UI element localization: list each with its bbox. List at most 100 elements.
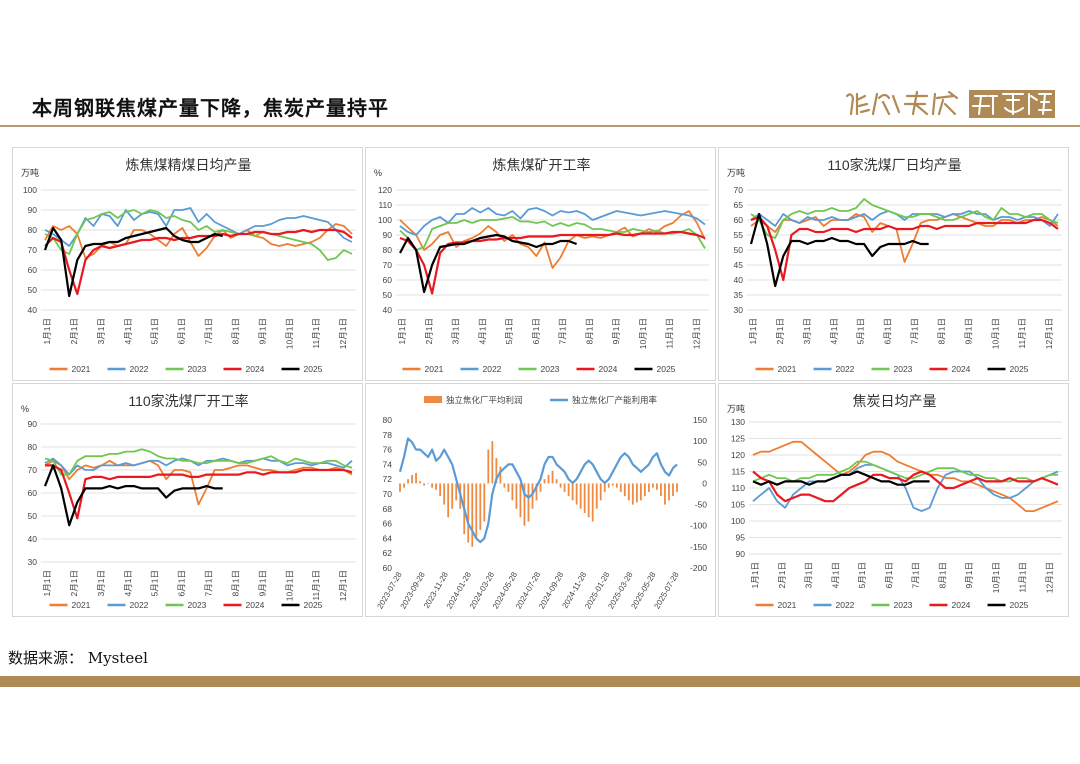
profit-bar — [660, 483, 662, 497]
y-left-tick-label: 62 — [383, 548, 393, 558]
profit-bar — [623, 483, 626, 497]
x-tick-label: 12月1日 — [1044, 318, 1054, 349]
series-line-2021 — [44, 459, 353, 506]
y-tick-label: 70 — [28, 465, 38, 475]
x-tick-label: 4月1日 — [477, 318, 487, 344]
y-left-tick-label: 70 — [383, 489, 393, 499]
profit-bar — [475, 483, 478, 539]
legend-label-2023: 2023 — [894, 364, 913, 374]
chart-panel-2: 炼焦煤矿开工率% 40 50 60 70 80 90 100 110 120 1月1日 2月1日 3月1… — [365, 147, 716, 381]
y-tick-label: 30 — [28, 557, 38, 567]
profit-bar — [503, 483, 506, 488]
y-tick-label: 110 — [731, 483, 745, 493]
x-tick-label: 2月1日 — [69, 570, 79, 596]
legend-label-2022: 2022 — [836, 364, 855, 374]
y-right-tick-label: -200 — [690, 563, 707, 573]
chart-panel-3: 110家洗煤厂日均产量 万吨 30 35 40 45 50 55 60 65 70 1月1日 2月1日 3… — [718, 147, 1069, 381]
y-tick-label: 40 — [383, 305, 393, 315]
x-tick-label: 2月1日 — [69, 318, 79, 344]
profit-bar — [447, 483, 450, 518]
profit-bar — [551, 470, 554, 484]
chart-svg-5: 60 62 64 66 68 70 72 74 76 78 80 -200 -150 -100 -50 0 50… — [375, 395, 708, 610]
profit-bar — [427, 483, 430, 484]
data-source: 数据来源： Mysteel — [8, 649, 148, 667]
series-line-2025 — [43, 464, 223, 527]
x-tick-label: 1月1日 — [748, 318, 758, 344]
y-unit-label: 万吨 — [21, 167, 39, 178]
x-tick-label: 1月1日 — [42, 318, 52, 344]
y-tick-label: 60 — [28, 265, 38, 275]
series-line-2025 — [43, 226, 223, 298]
series-line-2022 — [399, 207, 706, 236]
y-tick-label: 125 — [731, 434, 745, 444]
legend-label-2023: 2023 — [188, 600, 207, 610]
x-tick-label: 5月1日 — [150, 570, 160, 596]
y-left-tick-label: 76 — [383, 445, 393, 455]
y-tick-label: 130 — [731, 417, 745, 427]
series-line-2023 — [44, 448, 353, 476]
profit-bar — [487, 449, 490, 484]
x-tick-label: 9月1日 — [964, 562, 974, 588]
profit-bar — [471, 483, 474, 547]
x-tick-label: 4月1日 — [123, 318, 133, 344]
profit-bar — [439, 483, 442, 497]
profit-bar — [591, 483, 594, 522]
profit-bar — [507, 483, 510, 492]
profit-bar — [419, 481, 421, 484]
x-tick-label: 5月1日 — [504, 318, 514, 344]
x-tick-label: 3月1日 — [804, 562, 814, 588]
x-tick-label: 1月1日 — [750, 562, 760, 588]
profit-bar — [443, 483, 446, 505]
legend-label-2025: 2025 — [304, 364, 323, 374]
profit-bar — [571, 483, 574, 501]
legend-label-utilization: 独立焦化厂产能利用率 — [572, 395, 658, 405]
legend-label-2024: 2024 — [246, 600, 265, 610]
y-left-tick-label: 80 — [383, 415, 393, 425]
x-tick-label: 1月1日 — [397, 318, 407, 344]
y-tick-label: 60 — [383, 275, 393, 285]
legend-label-2023: 2023 — [541, 364, 560, 374]
legend-label-2025: 2025 — [1010, 600, 1029, 610]
legend-label-2021: 2021 — [778, 600, 797, 610]
y-tick-label: 80 — [28, 225, 38, 235]
profit-bar — [543, 479, 546, 484]
x-tick-label: 8月1日 — [584, 318, 594, 344]
profit-bar — [555, 479, 558, 484]
x-tick-label: 3月1日 — [451, 318, 461, 344]
y-left-tick-label: 68 — [383, 504, 393, 514]
profit-bar — [511, 483, 514, 501]
x-tick-label: 6月1日 — [177, 570, 187, 596]
y-tick-label: 55 — [734, 230, 744, 240]
x-tick-label: 7月1日 — [910, 318, 920, 344]
y-left-tick-label: 74 — [383, 459, 393, 469]
x-tick-label: 2月1日 — [424, 318, 434, 344]
chart-title: 110家洗煤厂日均产量 — [827, 157, 961, 173]
profit-bar — [455, 483, 458, 501]
series-line-2022 — [44, 457, 353, 476]
x-tick-label: 3月1日 — [802, 318, 812, 344]
y-tick-label: 60 — [28, 488, 38, 498]
x-tick-label: 8月1日 — [936, 318, 946, 344]
chart-title: 110家洗煤厂开工率 — [128, 393, 248, 409]
y-tick-label: 50 — [28, 511, 38, 521]
y-right-tick-label: 50 — [698, 457, 708, 467]
x-tick-label: 10月1日 — [990, 318, 1000, 349]
y-tick-label: 105 — [731, 500, 745, 510]
chart-svg-2: 炼焦煤矿开工率% 40 50 60 70 80 90 100 110 120 1月1日 2月1日 3月1… — [374, 157, 709, 374]
profit-bar — [563, 483, 566, 492]
y-left-tick-label: 64 — [383, 533, 393, 543]
y-right-tick-label: -50 — [695, 500, 708, 510]
y-tick-label: 60 — [734, 215, 744, 225]
y-left-tick-label: 60 — [383, 563, 393, 573]
profit-bar — [583, 483, 586, 514]
chart-title: 焦炭日均产量 — [853, 393, 937, 409]
y-tick-label: 100 — [731, 516, 745, 526]
x-tick-label: 5月1日 — [150, 318, 160, 344]
x-tick-label: 10月1日 — [284, 318, 294, 349]
profit-bar — [495, 458, 498, 484]
x-tick-label: 8月1日 — [230, 318, 240, 344]
series-line-2024 — [752, 470, 1059, 503]
y-tick-label: 90 — [383, 230, 393, 240]
x-tick-label: 4月1日 — [123, 570, 133, 596]
